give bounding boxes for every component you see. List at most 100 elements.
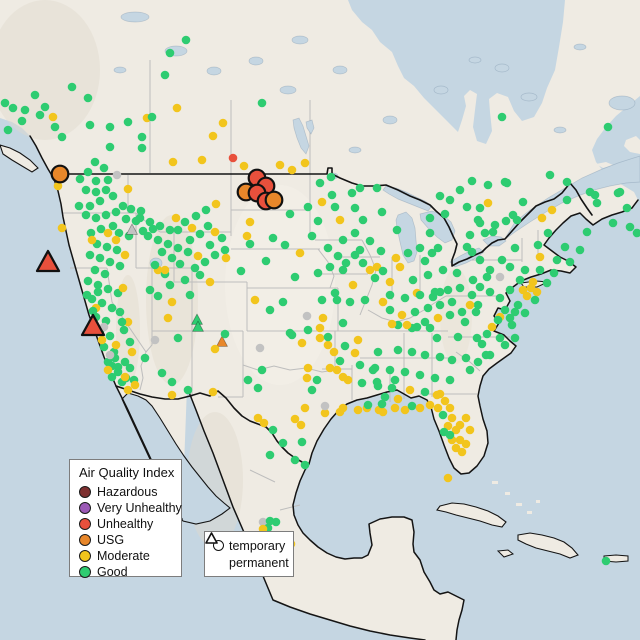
station-marker bbox=[221, 253, 231, 263]
station-marker bbox=[433, 313, 443, 323]
station-marker bbox=[105, 331, 115, 341]
station-marker bbox=[368, 365, 378, 375]
station-marker bbox=[497, 112, 507, 122]
station-marker bbox=[372, 183, 382, 193]
station-marker bbox=[117, 317, 127, 327]
station-marker bbox=[526, 283, 536, 293]
anticosti-island bbox=[596, 162, 613, 168]
station-marker bbox=[87, 235, 97, 245]
station-marker bbox=[510, 307, 520, 317]
station-marker bbox=[330, 288, 340, 298]
station-marker bbox=[118, 283, 128, 293]
station-marker bbox=[385, 290, 395, 300]
station-marker bbox=[582, 227, 592, 237]
station-marker bbox=[187, 223, 197, 233]
station-marker bbox=[376, 246, 386, 256]
station-marker bbox=[313, 268, 323, 278]
station-marker bbox=[80, 313, 106, 337]
station-marker bbox=[608, 218, 618, 228]
station-marker bbox=[111, 340, 121, 350]
station-marker bbox=[365, 236, 375, 246]
station-marker bbox=[522, 291, 532, 301]
station-marker bbox=[90, 157, 100, 167]
station-marker bbox=[455, 283, 465, 293]
station-marker bbox=[358, 258, 368, 268]
station-marker bbox=[153, 235, 163, 245]
station-marker bbox=[203, 221, 213, 231]
station-marker bbox=[239, 161, 249, 171]
station-marker bbox=[513, 300, 523, 310]
station-marker bbox=[501, 216, 511, 226]
station-marker bbox=[88, 306, 98, 316]
station-marker bbox=[338, 235, 348, 245]
station-marker bbox=[317, 197, 327, 207]
station-marker bbox=[360, 295, 370, 305]
station-marker bbox=[475, 203, 485, 213]
station-marker bbox=[105, 142, 115, 152]
station-marker bbox=[50, 164, 70, 184]
station-marker bbox=[165, 225, 175, 235]
station-marker bbox=[483, 198, 493, 208]
station-marker bbox=[107, 303, 117, 313]
lake-winnipeg bbox=[292, 117, 315, 155]
station-marker bbox=[495, 333, 505, 343]
station-marker bbox=[125, 337, 135, 347]
station-marker bbox=[393, 345, 403, 355]
station-marker bbox=[205, 240, 215, 250]
station-marker bbox=[445, 310, 455, 320]
station-marker bbox=[543, 228, 553, 238]
station-marker bbox=[278, 297, 288, 307]
station-marker bbox=[392, 225, 402, 235]
aqi-swatch bbox=[79, 534, 91, 546]
station-marker bbox=[315, 323, 325, 333]
station-marker bbox=[123, 117, 133, 127]
station-marker bbox=[172, 103, 182, 113]
station-marker bbox=[137, 132, 147, 142]
station-marker bbox=[427, 248, 437, 258]
station-marker bbox=[48, 112, 58, 122]
legend-item-very-unhealthy: Very Unhealthy bbox=[79, 500, 182, 516]
station-marker bbox=[457, 307, 467, 317]
station-marker bbox=[385, 365, 395, 375]
station-marker bbox=[387, 383, 397, 393]
aqi-legend: Air Quality Index Hazardous Very Unhealt… bbox=[69, 459, 182, 579]
station-marker bbox=[407, 401, 417, 411]
station-marker bbox=[425, 228, 435, 238]
station-marker bbox=[185, 290, 195, 300]
station-marker bbox=[365, 265, 375, 275]
station-marker bbox=[0, 98, 10, 108]
station-marker bbox=[480, 228, 490, 238]
station-marker bbox=[83, 276, 93, 286]
station-marker bbox=[287, 165, 297, 175]
station-marker bbox=[435, 300, 445, 310]
station-marker bbox=[57, 223, 67, 233]
station-marker bbox=[160, 265, 170, 275]
vancouver-island bbox=[0, 144, 39, 173]
station-marker bbox=[372, 377, 382, 387]
legend-item-temporary: temporary bbox=[213, 537, 287, 554]
temporary-symbol-icon bbox=[213, 540, 229, 551]
station-marker bbox=[390, 403, 400, 413]
station-marker bbox=[387, 319, 397, 329]
station-marker bbox=[307, 231, 317, 241]
station-marker bbox=[103, 175, 113, 185]
station-marker bbox=[350, 228, 360, 238]
station-marker bbox=[542, 278, 552, 288]
station-marker bbox=[101, 210, 111, 220]
station-marker bbox=[467, 247, 477, 257]
station-marker bbox=[405, 385, 415, 395]
aqi-swatch bbox=[79, 566, 91, 578]
station-marker bbox=[107, 372, 117, 382]
station-marker bbox=[302, 373, 312, 383]
station-marker bbox=[290, 414, 300, 424]
station-marker bbox=[96, 224, 106, 234]
station-marker bbox=[545, 170, 555, 180]
station-marker bbox=[160, 70, 170, 80]
station-marker bbox=[420, 350, 430, 360]
station-marker bbox=[35, 249, 61, 273]
station-marker bbox=[497, 255, 507, 265]
us-mexico-border bbox=[115, 385, 309, 465]
station-marker bbox=[83, 93, 93, 103]
station-marker bbox=[512, 215, 522, 225]
station-marker bbox=[530, 295, 540, 305]
